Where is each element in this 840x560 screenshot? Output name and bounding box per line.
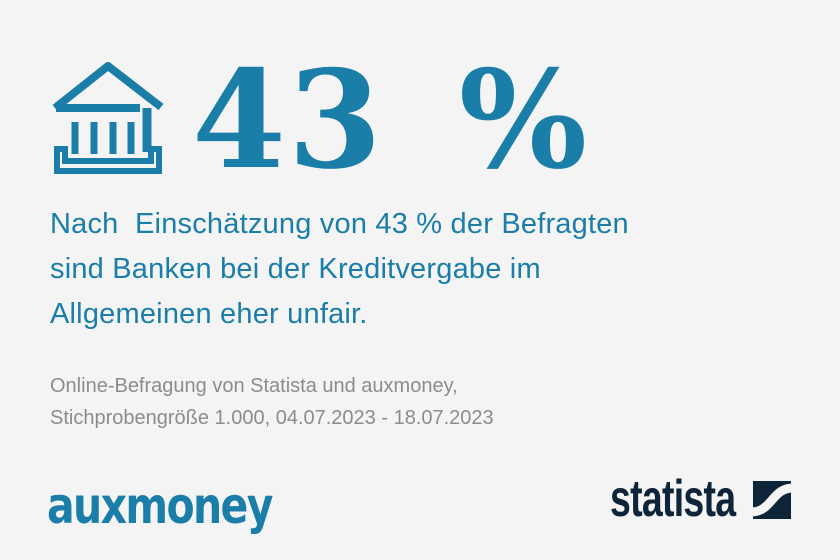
- statement-text: Nach Einschätzung von 43 % der Befragten…: [50, 202, 629, 337]
- statistic-value: 43 %: [192, 40, 590, 199]
- statement-line-2: sind Banken bei der Kreditvergabe im: [50, 253, 541, 285]
- statista-swoosh-icon: [753, 481, 791, 519]
- statista-logo: statista: [610, 473, 792, 525]
- source-line-2: Stichprobengröße 1.000, 04.07.2023 - 18.…: [50, 407, 494, 429]
- bank-icon: [52, 62, 164, 174]
- statement-line-1: Nach Einschätzung von 43 % der Befragten: [50, 208, 629, 240]
- source-line-1: Online-Befragung von Statista und auxmon…: [50, 375, 458, 397]
- statista-wordmark: statista: [610, 470, 736, 528]
- auxmoney-logo: auxmoney: [47, 477, 273, 535]
- statement-line-3: Allgemeinen eher unfair.: [50, 298, 368, 330]
- source-note: Online-Befragung von Statista und auxmon…: [50, 370, 494, 434]
